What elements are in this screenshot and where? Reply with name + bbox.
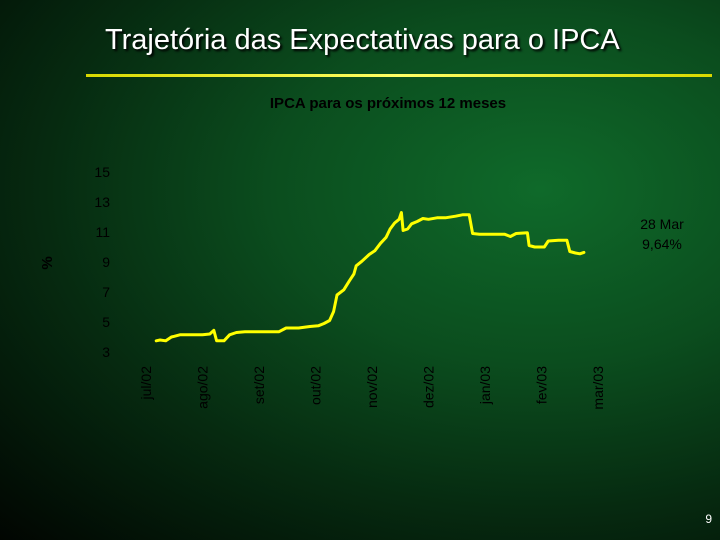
y-axis-label: %: [39, 256, 56, 269]
series-group: [154, 211, 586, 343]
chart-title: IPCA para os próximos 12 meses: [270, 95, 506, 112]
y-tick-label: 5: [102, 314, 110, 330]
y-tick-label: 13: [94, 194, 110, 210]
x-axis-ticks: jul/02 ago/02 set/02 out/02 nov/02 dez/02 jan/…: [138, 366, 606, 410]
y-tick-label: 11: [95, 224, 110, 240]
x-tick-label: jan/03: [477, 366, 493, 405]
ipca-series-line: [154, 211, 586, 343]
page-number: 9: [705, 512, 712, 526]
x-tick-label: out/02: [308, 366, 324, 405]
x-tick-label: mar/03: [590, 366, 606, 410]
y-tick-label: 3: [102, 344, 110, 360]
y-axis-ticks: 15 13 11 9 7 5 3: [94, 164, 110, 360]
y-tick-label: 15: [94, 164, 110, 180]
x-tick-label: nov/02: [364, 366, 380, 408]
title-underline: [86, 74, 712, 77]
y-tick-label: 9: [102, 254, 110, 270]
annotation-value: 9,64%: [642, 236, 682, 252]
x-tick-label: set/02: [251, 366, 267, 404]
y-tick-label: 7: [102, 284, 110, 300]
x-tick-label: ago/02: [195, 366, 211, 409]
x-tick-label: fev/03: [534, 366, 550, 404]
x-tick-label: dez/02: [421, 366, 437, 408]
x-tick-label: jul/02: [138, 366, 154, 401]
slide-title: Trajetória das Expectativas para o IPCA: [105, 24, 620, 56]
annotation-date: 28 Mar: [640, 216, 684, 232]
end-annotation: 28 Mar 9,64%: [640, 216, 684, 252]
